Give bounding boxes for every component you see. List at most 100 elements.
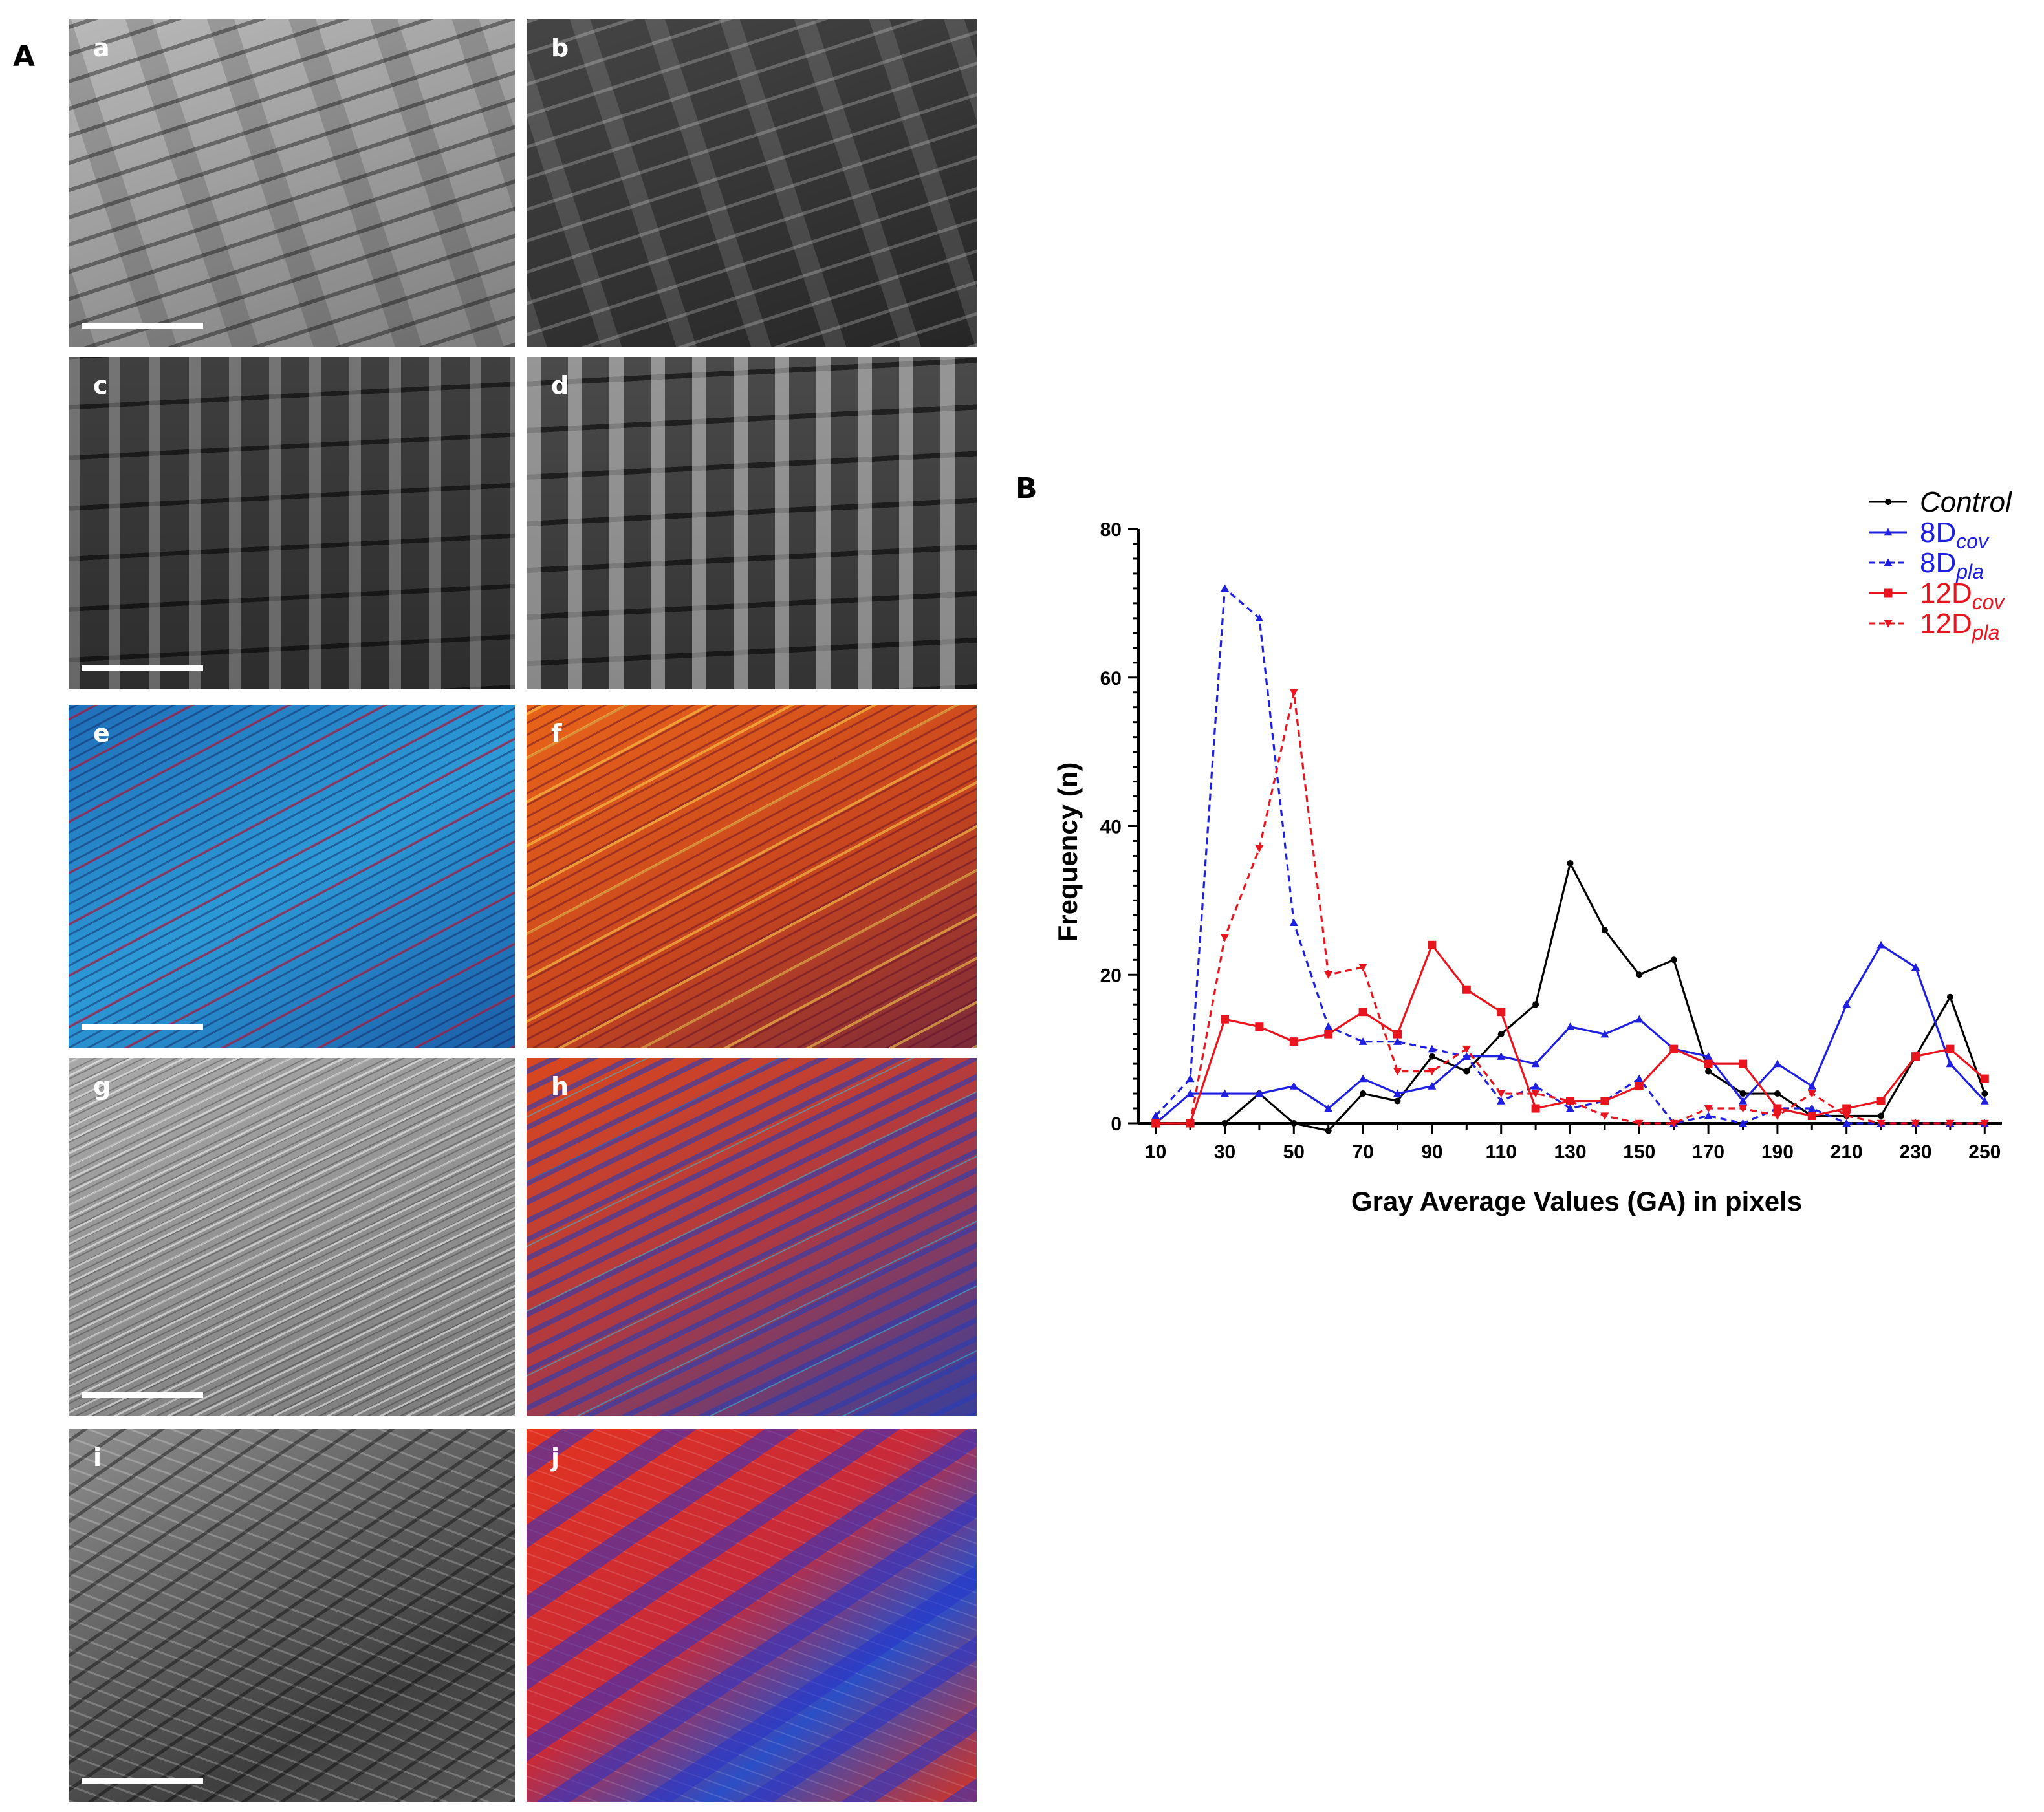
data-point (1151, 1119, 1160, 1128)
data-point (1600, 1097, 1609, 1106)
data-point (1324, 971, 1333, 979)
data-point (1704, 1112, 1713, 1119)
micrograph-label-a: a (93, 34, 110, 62)
data-point (1531, 1090, 1540, 1098)
data-point (1601, 927, 1608, 934)
data-point (1878, 1112, 1885, 1119)
legend-entry-control: Control (1869, 486, 2012, 518)
data-point (1394, 1097, 1401, 1105)
data-point (1739, 1097, 1747, 1105)
data-point (1428, 1082, 1437, 1090)
x-axis-title: Gray Average Values (GA) in pixels (1351, 1186, 1802, 1216)
data-point (1980, 1097, 1989, 1105)
legend-marker (1884, 588, 1893, 598)
x-tick-label: 90 (1421, 1141, 1442, 1163)
micrograph-label-h: h (551, 1072, 569, 1101)
data-point (1600, 1112, 1609, 1121)
data-point (1739, 1090, 1746, 1097)
data-point (1531, 1059, 1540, 1068)
data-point (1325, 1127, 1332, 1134)
data-point (1324, 1022, 1333, 1030)
data-point (1635, 1015, 1644, 1023)
series-line-12dcov (1155, 944, 1986, 1125)
data-point (1842, 1119, 1851, 1127)
data-point (1635, 1074, 1644, 1083)
data-point (1358, 964, 1367, 972)
x-tick-label: 210 (1831, 1141, 1863, 1163)
scale-bar (82, 665, 203, 671)
data-point (1531, 1082, 1540, 1090)
data-point (1497, 1052, 1506, 1060)
data-point (1773, 1059, 1782, 1068)
x-tick-label: 30 (1214, 1141, 1235, 1163)
data-point (1221, 1089, 1229, 1097)
data-point (1221, 584, 1229, 592)
y-tick-label: 0 (1111, 1114, 1122, 1135)
micrograph-label-b: b (551, 34, 569, 62)
scale-bar (82, 1778, 203, 1784)
data-point (1704, 1052, 1713, 1060)
x-tick-label: 130 (1554, 1141, 1586, 1163)
y-tick-label: 20 (1100, 965, 1122, 986)
data-point (1567, 859, 1574, 867)
data-point (1497, 1097, 1506, 1105)
data-point (1358, 1074, 1367, 1083)
data-point (1393, 1068, 1402, 1076)
series-8dpla (1151, 584, 1989, 1127)
x-tick-label: 110 (1485, 1141, 1516, 1163)
series-line-8dcov (1155, 944, 1986, 1125)
series-line-8dpla (1155, 587, 1985, 1125)
data-point (1946, 1059, 1955, 1068)
series-control (1152, 859, 1988, 1134)
y-tick-label: 40 (1100, 817, 1122, 838)
data-point (1428, 1053, 1435, 1060)
data-point (1807, 1112, 1816, 1121)
micrograph-label-i: i (93, 1443, 102, 1472)
legend-marker (1885, 499, 1891, 505)
data-point (1842, 1104, 1851, 1113)
frequency-line-chart: B 0 20 40 60 80 10 30 50 70 90 110 130 150 170 190 210 2… (1016, 472, 2012, 1216)
data-point (1946, 1119, 1955, 1128)
data-point (1946, 993, 1953, 1000)
series-line-control (1155, 862, 1986, 1132)
data-point (1393, 1030, 1402, 1039)
panel-a-label: A (13, 40, 36, 73)
data-point (1289, 1037, 1298, 1046)
data-point (1807, 1082, 1816, 1090)
data-point (1842, 1000, 1851, 1008)
data-point (1462, 1045, 1471, 1053)
x-tick-label: 170 (1692, 1141, 1724, 1163)
micrograph-label-j: j (551, 1443, 560, 1472)
y-tick-label: 60 (1100, 668, 1122, 689)
data-point (1670, 956, 1677, 964)
micrograph-label-f: f (551, 719, 562, 748)
data-point (1255, 1089, 1264, 1097)
data-point (1566, 1104, 1574, 1112)
x-tick-label: 70 (1352, 1141, 1373, 1163)
data-point (1704, 1059, 1713, 1068)
data-point (1531, 1104, 1540, 1113)
data-point (1739, 1059, 1747, 1068)
legend-label: 8Dpla (1920, 547, 1984, 583)
data-point (1221, 1015, 1229, 1024)
data-point (1739, 1105, 1747, 1113)
micrograph-i: i (69, 1429, 515, 1802)
data-point (1876, 1119, 1886, 1128)
data-point (1532, 1001, 1539, 1008)
data-point (1324, 1030, 1333, 1039)
data-point (1358, 1008, 1367, 1017)
data-point (1255, 614, 1264, 622)
x-tick-label: 50 (1283, 1141, 1305, 1163)
micrograph-label-d: d (551, 371, 569, 400)
data-point (1151, 1112, 1160, 1119)
x-tick-label: 10 (1145, 1141, 1166, 1163)
data-point (1876, 1097, 1886, 1106)
data-point (1290, 1120, 1298, 1127)
data-point (1636, 971, 1643, 978)
data-point (1221, 934, 1229, 942)
data-point (1289, 918, 1298, 927)
data-point (1669, 1044, 1679, 1053)
data-point (1255, 845, 1264, 853)
series-12dpla (1151, 689, 1989, 1128)
legend-label: 12Dcov (1920, 577, 2006, 614)
